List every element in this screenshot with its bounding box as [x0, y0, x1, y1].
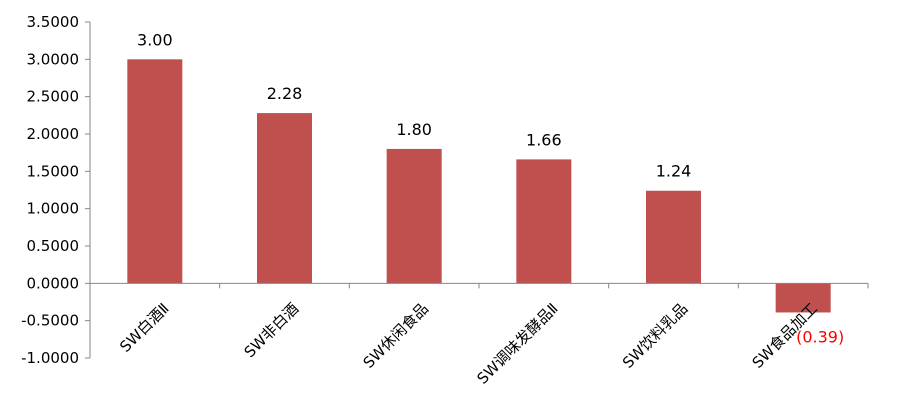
data-label: 3.00	[137, 30, 173, 49]
bar	[386, 148, 442, 284]
y-tick-label: 0.5000	[27, 237, 80, 255]
y-tick-label: -0.5000	[21, 312, 79, 330]
bar	[516, 159, 572, 284]
y-tick-label: 1.5000	[27, 162, 80, 180]
y-tick-label: 3.5000	[27, 13, 80, 31]
bar	[646, 190, 701, 284]
y-tick-label: 2.0000	[27, 125, 80, 143]
bars	[127, 59, 831, 313]
data-label: 1.24	[656, 162, 692, 181]
bar	[775, 283, 831, 313]
y-tick-label: -1.0000	[21, 349, 79, 367]
x-category-label: SW休闲食品	[360, 299, 432, 371]
y-tick-label: 3.0000	[27, 50, 80, 68]
data-label: 1.66	[526, 130, 562, 149]
x-category-label: SW饮料乳品	[619, 299, 691, 371]
y-axis-ticks: 3.5000 3.0000 2.5000 2.0000 1.5000 1.0000 0.50…	[21, 13, 90, 367]
bar	[257, 113, 312, 284]
data-labels: 3.00 2.28 1.80 1.66 1.24 (0.39)	[137, 30, 844, 346]
y-tick-label: 1.0000	[27, 200, 80, 218]
data-label: 2.28	[267, 84, 303, 103]
x-axis-labels: SW白酒Ⅱ SW非白酒 SW休闲食品 SW调味发酵品Ⅱ SW饮料乳品 SW食品加工	[116, 299, 821, 387]
data-label: (0.39)	[796, 327, 844, 346]
data-label: 1.80	[396, 120, 432, 139]
y-tick-label: 2.5000	[27, 88, 80, 106]
x-category-label: SW调味发酵品Ⅱ	[473, 299, 561, 387]
x-category-label: SW白酒Ⅱ	[116, 299, 172, 355]
x-category-label: SW非白酒	[241, 299, 303, 361]
y-tick-label: 0.0000	[27, 274, 80, 292]
x-axis-tick-marks	[89, 283, 869, 289]
bar	[127, 59, 183, 284]
